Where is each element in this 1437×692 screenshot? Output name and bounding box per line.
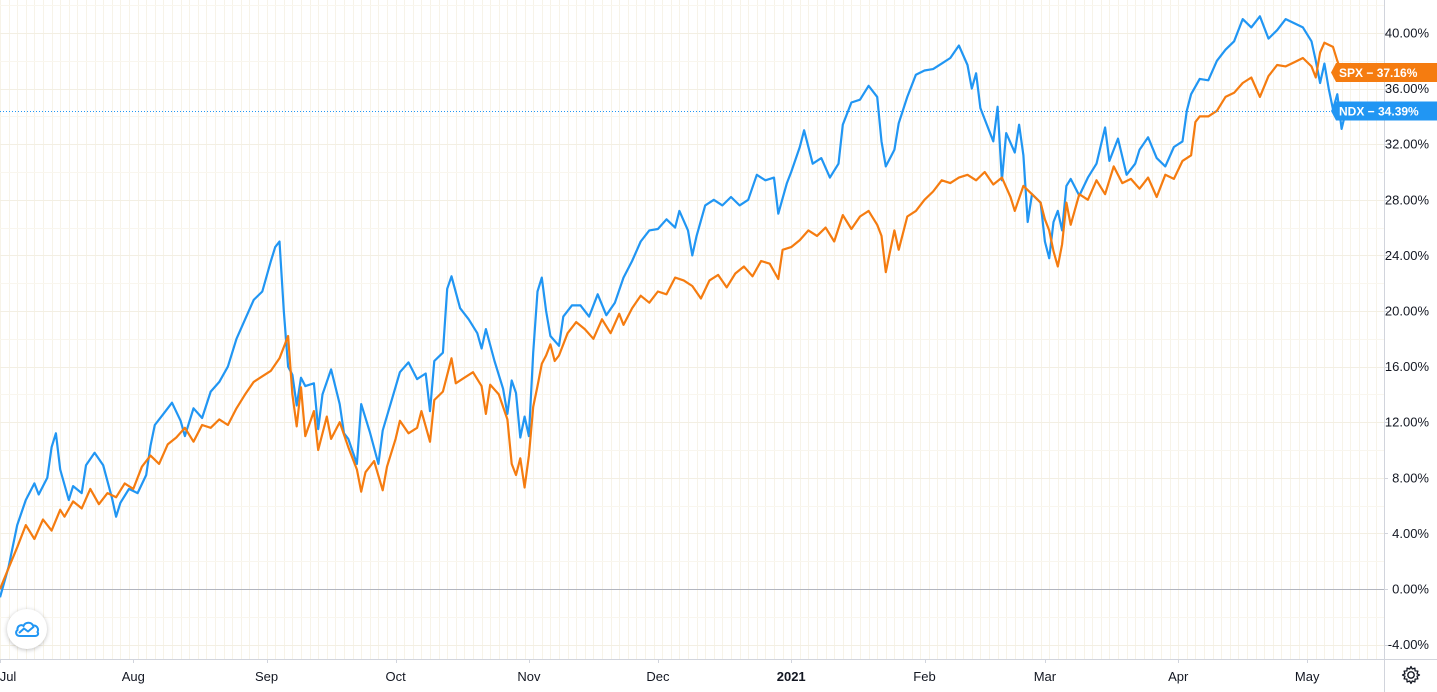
badge-label: NDX − 34.39% [1339,104,1419,118]
last-value-badges: SPX − 37.16% NDX − 34.39% [1331,62,1437,121]
x-tick-label: Sep [255,669,278,684]
y-tick-label: 12.00% [1385,415,1430,430]
y-tick-label: 20.00% [1385,304,1430,319]
x-tick-label: Mar [1034,669,1057,684]
y-axis-ticks: 40.00% 36.00% 32.00% 28.00% 24.00% 20.00% 16.0… [1384,26,1430,652]
grid [0,0,1384,659]
y-tick-label: -4.00% [1388,637,1430,652]
x-tick-label: Aug [122,669,145,684]
y-tick-label: 8.00% [1392,470,1429,485]
series-line-ndx [0,15,1347,598]
series-line-spx [0,41,1343,590]
y-tick-label: 32.00% [1385,137,1430,152]
y-tick-label: 0.00% [1392,582,1429,597]
gear-icon [1401,665,1421,685]
y-tick-label: 40.00% [1385,26,1430,41]
chart-settings-button[interactable] [1398,662,1424,688]
y-tick-label: 24.00% [1385,248,1430,263]
badge-spx: SPX − 37.16% [1331,62,1437,82]
x-tick-label: Apr [1168,669,1189,684]
y-tick-label: 16.00% [1385,359,1430,374]
x-tick-label: 2021 [777,669,806,684]
x-tick-label: Oct [385,669,406,684]
x-axis-ticks: Jul Aug Sep Oct Nov Dec 2021 Feb Mar Apr May [0,659,1320,684]
plot-series [0,15,1384,598]
x-tick-label: Feb [913,669,935,684]
y-tick-label: 28.00% [1385,192,1430,207]
badge-background [1331,101,1437,121]
y-tick-label: 4.00% [1392,526,1429,541]
tradingview-logo-button[interactable] [7,609,47,649]
badge-ndx: NDX − 34.39% [1331,101,1437,121]
x-tick-label: May [1295,669,1320,684]
cloud-logo-icon [15,621,40,637]
x-tick-label: Dec [646,669,670,684]
badge-background [1331,62,1437,82]
x-tick-label: Jul [0,669,16,684]
badge-label: SPX − 37.16% [1339,66,1418,80]
x-tick-label: Nov [517,669,541,684]
y-tick-label: 36.00% [1385,81,1430,96]
